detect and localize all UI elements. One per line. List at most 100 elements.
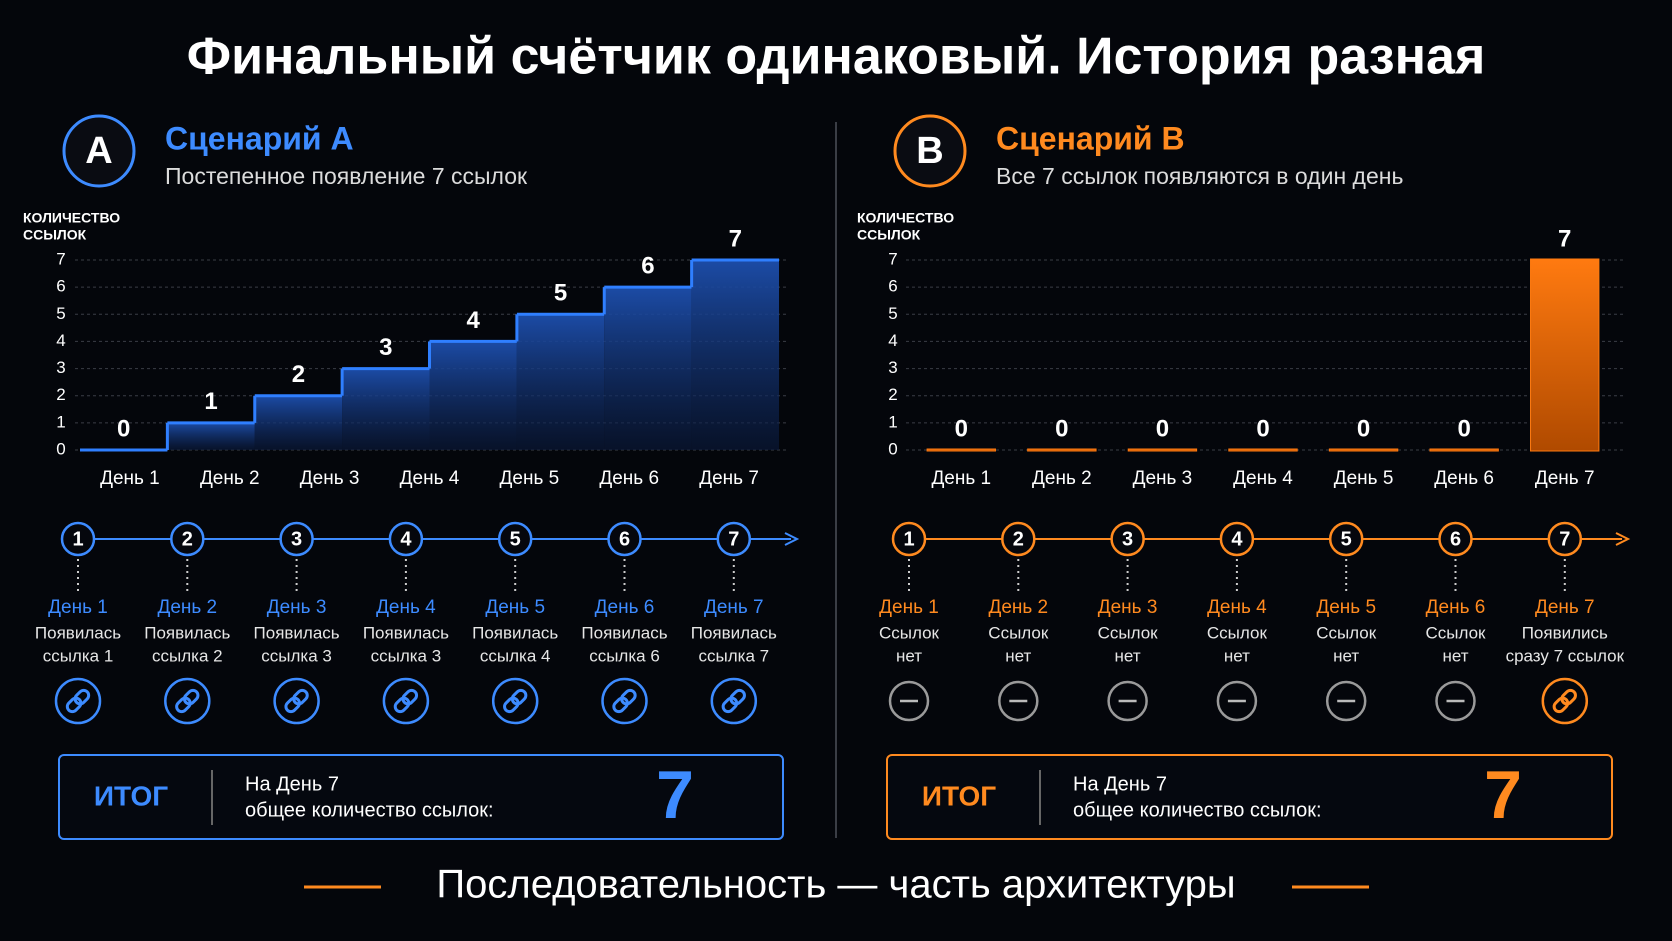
y-tick-label: 3 bbox=[888, 358, 897, 377]
badge bbox=[62, 114, 136, 188]
timeline-day: День 7 bbox=[1535, 597, 1595, 618]
link-part bbox=[1552, 696, 1570, 714]
step-area bbox=[516, 314, 605, 450]
timeline-node bbox=[1547, 521, 1583, 557]
timeline-desc: ссылка 7 bbox=[699, 646, 770, 665]
timeline-desc: Ссылок bbox=[1098, 623, 1159, 642]
link-icon bbox=[164, 677, 211, 725]
link-part bbox=[284, 696, 301, 714]
timeline-desc: ссылка 4 bbox=[480, 646, 551, 665]
summary-label: ИТОГ bbox=[94, 780, 168, 811]
link-part bbox=[175, 696, 192, 714]
empty-icon bbox=[1325, 680, 1367, 722]
timeline-arrow bbox=[784, 532, 800, 546]
value-label: 0 bbox=[1156, 415, 1169, 442]
timeline-step: 7 bbox=[1559, 528, 1570, 550]
timeline-node bbox=[716, 521, 752, 557]
summary-text: общее количество ссылок: bbox=[1073, 799, 1322, 821]
timeline-desc: нет bbox=[1224, 646, 1250, 665]
timeline-node bbox=[60, 521, 96, 557]
y-tick-label: 7 bbox=[888, 249, 897, 268]
link-icon bbox=[1541, 677, 1589, 725]
value-label: 4 bbox=[467, 307, 481, 334]
title: Финальный счётчик одинаковый. История ра… bbox=[187, 28, 1486, 86]
timeline-day: День 7 bbox=[704, 597, 764, 618]
x-tick-label: День 1 bbox=[931, 468, 991, 489]
timeline-day: День 1 bbox=[879, 597, 939, 618]
link-part bbox=[1560, 688, 1577, 706]
link-part bbox=[729, 688, 746, 706]
timeline-desc: ссылка 2 bbox=[152, 646, 223, 665]
step-area bbox=[342, 368, 430, 450]
bar bbox=[926, 448, 996, 452]
timeline-desc: Ссылок bbox=[1426, 623, 1487, 642]
x-tick-label: День 4 bbox=[1233, 468, 1293, 489]
link-part bbox=[503, 696, 520, 714]
link-glyph bbox=[1552, 688, 1577, 714]
link-part bbox=[182, 688, 200, 706]
summary-label: ИТОГ bbox=[922, 780, 996, 811]
timeline-step: 5 bbox=[510, 528, 521, 550]
timeline-step: 6 bbox=[1450, 528, 1461, 550]
timeline-desc: Появились bbox=[1522, 623, 1608, 642]
link-icon bbox=[382, 677, 430, 725]
x-tick-label: День 6 bbox=[599, 468, 659, 489]
timeline-step: 7 bbox=[728, 528, 739, 550]
link-part bbox=[401, 688, 419, 706]
timeline-day: День 6 bbox=[595, 597, 655, 618]
timeline-desc: ссылка 6 bbox=[589, 646, 660, 665]
timeline-desc: Ссылок bbox=[1207, 623, 1268, 642]
badge bbox=[893, 114, 967, 188]
timeline-desc: Ссылок bbox=[1316, 623, 1377, 642]
bar bbox=[1328, 448, 1399, 452]
timeline-day: День 4 bbox=[1207, 597, 1267, 618]
link-icon bbox=[54, 677, 102, 725]
link-part bbox=[721, 696, 739, 714]
link-glyph bbox=[721, 688, 746, 714]
timeline-node bbox=[1110, 521, 1145, 557]
y-axis-label: КОЛИЧЕСТВО bbox=[857, 210, 954, 226]
timeline-desc: Появилась bbox=[472, 623, 558, 642]
timeline-desc: ссылка 3 bbox=[371, 646, 442, 665]
timeline-desc: Появилась bbox=[254, 623, 340, 642]
timeline-step: 6 bbox=[619, 528, 630, 550]
link-glyph bbox=[393, 688, 419, 714]
value-label: 1 bbox=[204, 388, 217, 415]
value-label: 0 bbox=[955, 415, 968, 442]
timeline-node bbox=[497, 521, 533, 557]
timeline-desc: ссылка 1 bbox=[43, 646, 114, 665]
summary-text: общее количество ссылок: bbox=[245, 799, 494, 821]
timeline-desc: ссылка 3 bbox=[261, 646, 332, 665]
value-label: 0 bbox=[1457, 415, 1470, 442]
empty-icon bbox=[998, 680, 1039, 722]
empty-icon bbox=[1107, 680, 1148, 722]
value-label: 6 bbox=[641, 252, 654, 279]
y-tick-label: 4 bbox=[888, 331, 897, 350]
y-tick-label: 1 bbox=[888, 412, 897, 431]
bar bbox=[1228, 448, 1298, 452]
scenario-name: Сценарий A bbox=[165, 120, 354, 156]
timeline-step: 2 bbox=[182, 528, 193, 550]
timeline-node bbox=[1438, 521, 1473, 557]
link-part bbox=[65, 696, 83, 714]
y-tick-label: 6 bbox=[888, 277, 897, 296]
timeline-desc: Появилась bbox=[144, 623, 230, 642]
x-tick-label: День 4 bbox=[400, 468, 460, 489]
timeline-step: 4 bbox=[400, 528, 412, 550]
timeline-step: 2 bbox=[1013, 528, 1024, 550]
timeline-day: День 2 bbox=[988, 597, 1048, 618]
timeline-day: День 4 bbox=[376, 597, 436, 618]
scenario-subtitle: Постепенное появление 7 ссылок bbox=[165, 163, 528, 189]
y-tick-label: 0 bbox=[56, 439, 65, 458]
badge-letter: A bbox=[85, 130, 112, 172]
step-area bbox=[167, 422, 255, 450]
y-tick-label: 2 bbox=[888, 385, 897, 404]
timeline-day: День 3 bbox=[267, 597, 327, 618]
bar bbox=[1530, 258, 1600, 452]
timeline-arrow bbox=[1615, 532, 1631, 546]
x-tick-label: День 6 bbox=[1434, 468, 1494, 489]
timeline-day: День 6 bbox=[1426, 597, 1486, 618]
timeline-node bbox=[1328, 521, 1364, 557]
value-label: 0 bbox=[1055, 415, 1068, 442]
